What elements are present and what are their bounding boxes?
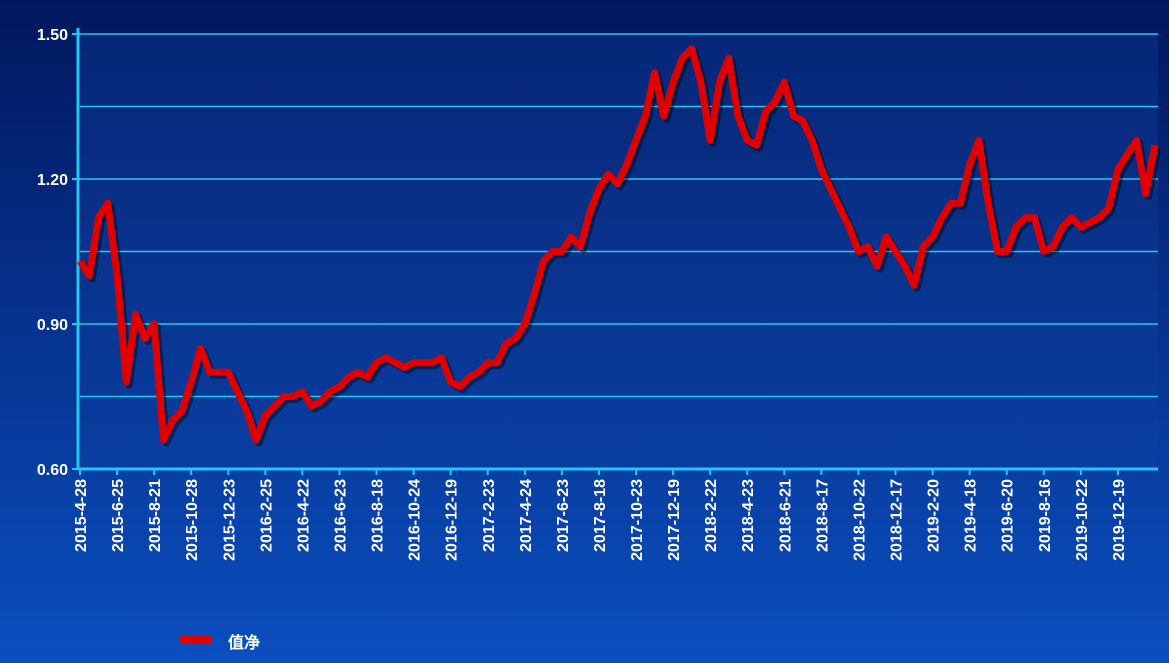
x-tick-label: 2019-4-18 <box>963 479 980 552</box>
line <box>77 45 1159 444</box>
x-tick-label: 2015-8-21 <box>147 479 164 552</box>
x-tick-label: 2017-10-23 <box>629 479 646 561</box>
x-tick-label: 2017-2-23 <box>481 479 498 552</box>
x-tick-label: 2018-6-21 <box>777 479 794 552</box>
x-tick-label: 2019-10-22 <box>1074 479 1091 561</box>
x-tick-label: 2019-6-20 <box>1000 479 1017 552</box>
x-tick-label: 2017-12-19 <box>666 479 683 561</box>
x-tick-label: 2018-8-17 <box>814 479 831 552</box>
y-tick-label: 0.90 <box>37 317 68 334</box>
x-tick-label: 2015-10-28 <box>184 479 201 561</box>
x-tick-label: 2016-4-22 <box>295 479 312 552</box>
x-tick-label: 2019-2-20 <box>926 479 943 552</box>
y-tick-label: 1.20 <box>37 172 68 189</box>
x-tick-label: 2016-8-18 <box>370 479 387 552</box>
x-tick-label: 2016-2-25 <box>258 479 275 552</box>
x-tick-label: 2018-4-23 <box>740 479 757 552</box>
x-tick-label: 2018-2-22 <box>703 479 720 552</box>
x-tick-label: 2018-12-17 <box>889 479 906 561</box>
x-tick-label: 2015-6-25 <box>110 479 127 552</box>
y-tick-label: 1.50 <box>37 27 68 44</box>
x-tick-label: 2019-12-19 <box>1111 479 1128 561</box>
x-tick-label: 2015-12-23 <box>221 479 238 561</box>
x-tick-label: 2015-4-28 <box>73 479 90 552</box>
x-tick-label: 2017-8-18 <box>592 479 609 552</box>
x-tick-label: 2018-10-22 <box>851 479 868 561</box>
legend-label: 值净 <box>228 633 260 652</box>
y-tick-label: 0.60 <box>37 462 68 479</box>
x-tick-label: 2017-6-23 <box>555 479 572 552</box>
x-tick-label: 2016-12-19 <box>444 479 461 561</box>
x-tick-label: 2016-10-24 <box>407 479 424 561</box>
x-tick-label: 2019-8-16 <box>1037 479 1054 552</box>
x-tick-label: 2016-6-23 <box>332 479 349 552</box>
x-tick-label: 2017-4-24 <box>518 479 535 552</box>
